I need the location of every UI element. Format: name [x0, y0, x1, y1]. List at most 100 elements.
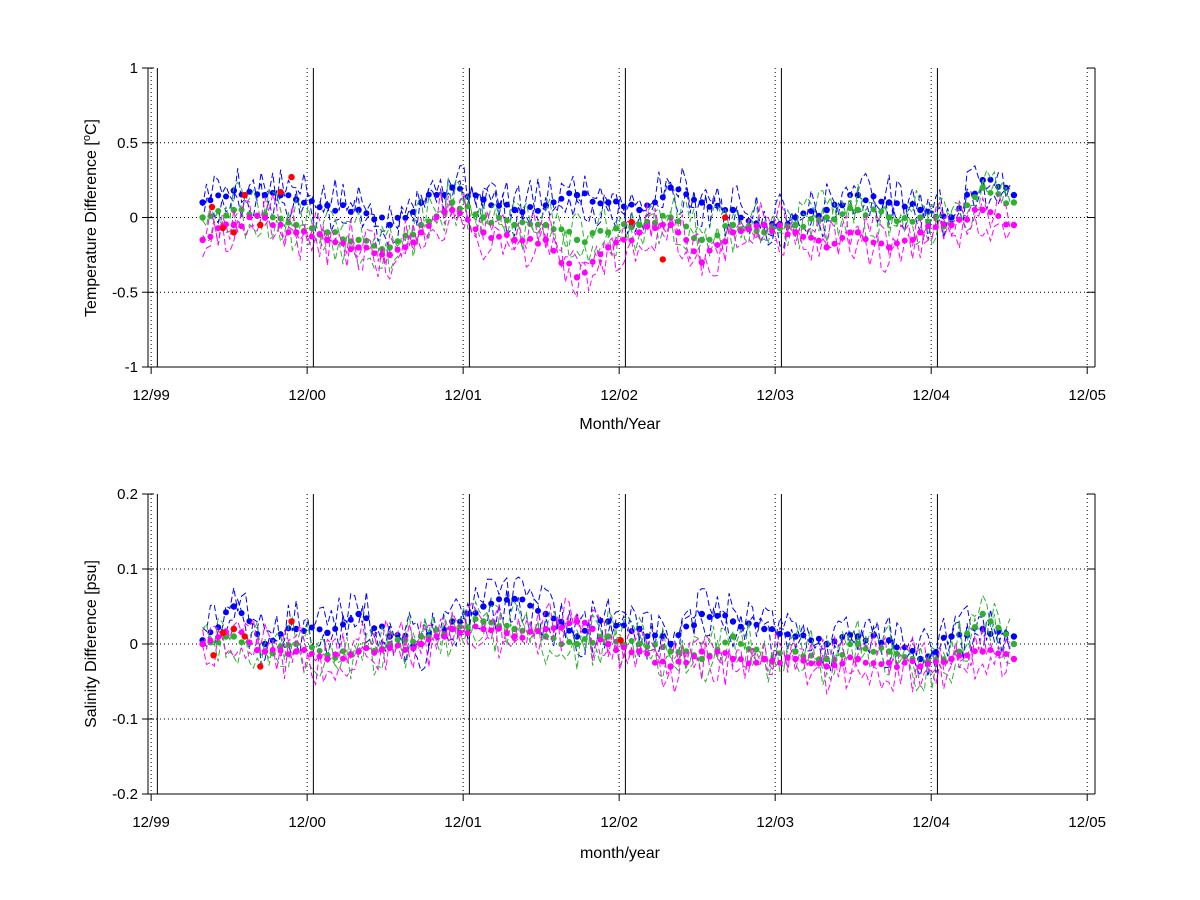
temperature-blue-point: [199, 199, 206, 206]
temperature-green-point: [472, 211, 479, 218]
salinity-green-point: [667, 648, 674, 655]
temperature-green-point: [207, 213, 214, 220]
temperature-blue-point: [862, 197, 869, 204]
salinity-blue-point: [496, 596, 502, 603]
salinity-blue-point: [776, 630, 783, 637]
salinity-magenta-point: [207, 637, 214, 644]
temperature-blue-point: [223, 193, 229, 200]
temperature-xlabel: Month/Year: [579, 416, 661, 433]
temperature-red-point: [628, 218, 635, 226]
salinity-magenta-point: [1010, 655, 1018, 663]
salinity-blue-point: [683, 623, 690, 630]
temperature-green-point: [550, 226, 557, 233]
salinity-ytick-label: 0.2: [117, 486, 138, 503]
salinity-blue-point: [223, 609, 229, 616]
temperature-magenta-point: [519, 237, 526, 244]
salinity-magenta-point: [589, 626, 596, 633]
salinity-magenta-point: [971, 648, 978, 655]
temperature-blue-point: [605, 199, 612, 206]
temperature-green-point: [535, 221, 541, 228]
temperature-blue-point: [207, 197, 214, 204]
salinity-magenta-point: [862, 659, 869, 666]
temperature-blue-point: [347, 208, 354, 215]
temperature-magenta-point: [464, 216, 471, 223]
temperature-green-point: [355, 236, 362, 244]
temperature-ylabel: Temperature Difference [oC]: [81, 119, 100, 317]
temperature-green-point: [925, 218, 932, 225]
temperature-magenta-point: [885, 244, 893, 251]
temperature-magenta-point: [792, 229, 799, 236]
temperature-blue-point: [519, 209, 526, 216]
salinity-green-point: [964, 630, 971, 637]
salinity-green-point: [215, 639, 222, 646]
salinity-green-point: [870, 648, 877, 655]
salinity-blue-point: [581, 627, 588, 634]
salinity-red-point: [241, 633, 248, 640]
temperature-magenta-point: [332, 239, 339, 246]
temperature-blue-point: [675, 186, 682, 193]
salinity-magenta-point: [761, 655, 768, 663]
salinity-magenta-point: [909, 658, 916, 665]
temperature-blue-point: [893, 200, 900, 207]
temperature-red-point: [219, 224, 227, 232]
temperature-green-point: [652, 219, 658, 226]
salinity-green-point: [956, 648, 963, 655]
salinity-green-point: [722, 639, 729, 646]
temperature-green-point: [519, 219, 526, 226]
temperature-magenta-point: [371, 250, 378, 257]
temperature-magenta-point: [644, 223, 651, 230]
salinity-green-point: [542, 633, 549, 640]
temperature-magenta-point: [636, 229, 643, 236]
temperature-magenta-point: [815, 237, 822, 244]
salinity-blue-point: [519, 596, 526, 603]
salinity-magenta-point: [948, 655, 955, 663]
temperature-magenta-point: [652, 225, 658, 232]
temperature-blue-point: [425, 191, 432, 198]
salinity-green-point: [308, 644, 315, 651]
salinity-magenta-point: [753, 659, 760, 666]
temperature-blue-point: [301, 199, 307, 206]
temperature-blue-point: [808, 208, 815, 215]
temperature-magenta-point: [698, 259, 705, 266]
temperature-blue-point: [691, 196, 697, 203]
temperature-green-point: [589, 230, 596, 236]
temperature-magenta-point: [862, 236, 869, 243]
temperature-green-point: [683, 223, 690, 230]
salinity-magenta-point: [363, 645, 370, 652]
temperature-blue-point: [901, 203, 908, 210]
salinity-magenta-point: [402, 646, 409, 653]
temperature-magenta-point: [659, 221, 666, 228]
salinity-green-point: [776, 650, 783, 657]
temperature-magenta-point: [386, 251, 393, 259]
temperature-magenta-point: [956, 216, 963, 223]
temperature-green-point: [932, 214, 939, 221]
temperature-blue-point: [885, 199, 893, 206]
salinity-blue-point: [636, 625, 643, 633]
temperature-green-point: [917, 214, 924, 221]
salinity-magenta-point: [472, 623, 479, 630]
temperature-green-point: [620, 221, 627, 228]
temperature-magenta-point: [597, 251, 604, 258]
salinity-blue-point: [800, 632, 807, 639]
temperature-blue-point: [987, 176, 994, 183]
temperature-magenta-point: [691, 248, 697, 255]
temperature-magenta-point: [511, 236, 518, 244]
salinity-green-point: [480, 618, 487, 625]
salinity-magenta-point: [417, 640, 425, 648]
salinity-magenta-point: [340, 655, 346, 662]
salinity-green-point: [1003, 631, 1010, 638]
temperature-blue-point: [1010, 191, 1018, 199]
temperature-green-point: [964, 202, 971, 209]
temperature-magenta-point: [729, 229, 737, 236]
salinity-magenta-point: [425, 636, 432, 643]
temperature-blue-point: [261, 191, 269, 199]
salinity-magenta-point: [885, 659, 893, 666]
temperature-xtick-label: 12/05: [1068, 387, 1106, 404]
salinity-magenta-point: [277, 647, 284, 654]
temperature-magenta-point: [246, 214, 253, 221]
temperature-magenta-point: [269, 222, 276, 229]
salinity-magenta-point: [261, 648, 269, 655]
temperature-magenta-point: [589, 258, 596, 265]
salinity-blue-point: [909, 647, 916, 654]
salinity-magenta-point: [987, 647, 994, 653]
